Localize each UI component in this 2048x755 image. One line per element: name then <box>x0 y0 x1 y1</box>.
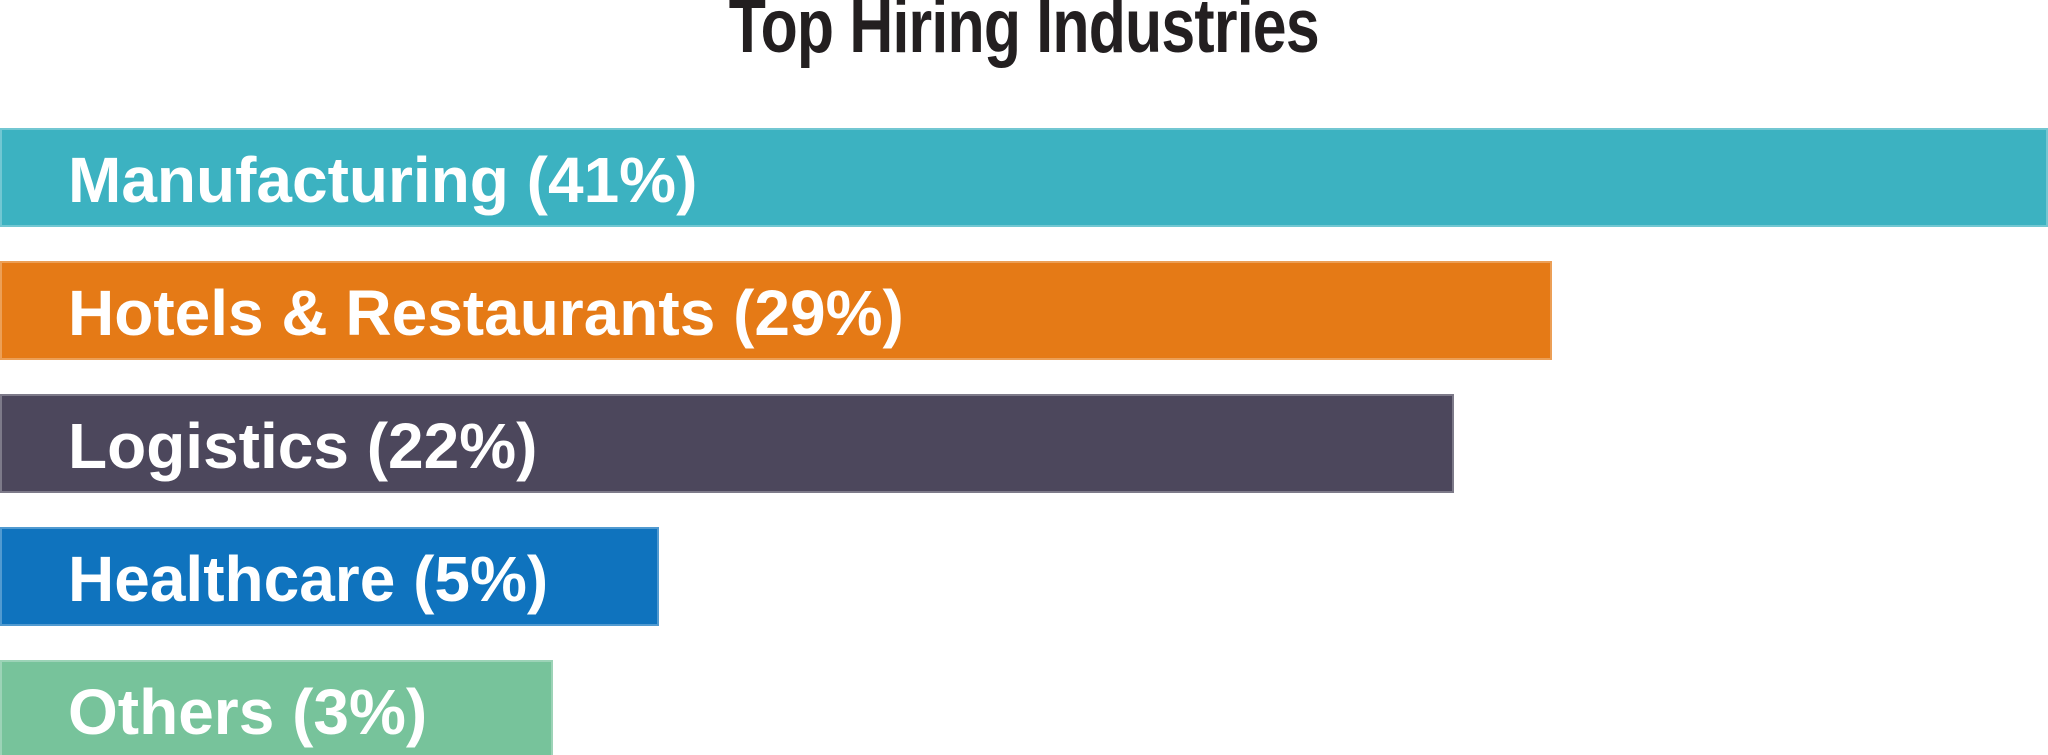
bar-healthcare: Healthcare (5%) <box>0 527 660 626</box>
bar-logistics: Logistics (22%) <box>0 394 1455 493</box>
bar-label-hotels-restaurants: Hotels & Restaurants (29%) <box>68 277 904 349</box>
bar-hotels-restaurants: Hotels & Restaurants (29%) <box>0 261 1553 360</box>
bar-row-hotels-restaurants: Hotels & Restaurants (29%) <box>0 261 2048 360</box>
bar-row-healthcare: Healthcare (5%) <box>0 527 2048 626</box>
bar-label-logistics: Logistics (22%) <box>68 410 538 482</box>
bar-label-others: Others (3%) <box>68 676 428 748</box>
bar-others: Others (3%) <box>0 660 553 755</box>
chart-title-area: Top Hiring Industries <box>0 0 2048 128</box>
bar-row-others: Others (3%) <box>0 660 2048 755</box>
bar-label-manufacturing: Manufacturing (41%) <box>68 144 698 216</box>
bar-chart: Manufacturing (41%) Hotels & Restaurants … <box>0 128 2048 755</box>
bar-row-manufacturing: Manufacturing (41%) <box>0 128 2048 227</box>
bar-manufacturing: Manufacturing (41%) <box>0 128 2048 227</box>
bar-label-healthcare: Healthcare (5%) <box>68 543 549 615</box>
chart-title: Top Hiring Industries <box>728 0 1320 69</box>
bar-row-logistics: Logistics (22%) <box>0 394 2048 493</box>
